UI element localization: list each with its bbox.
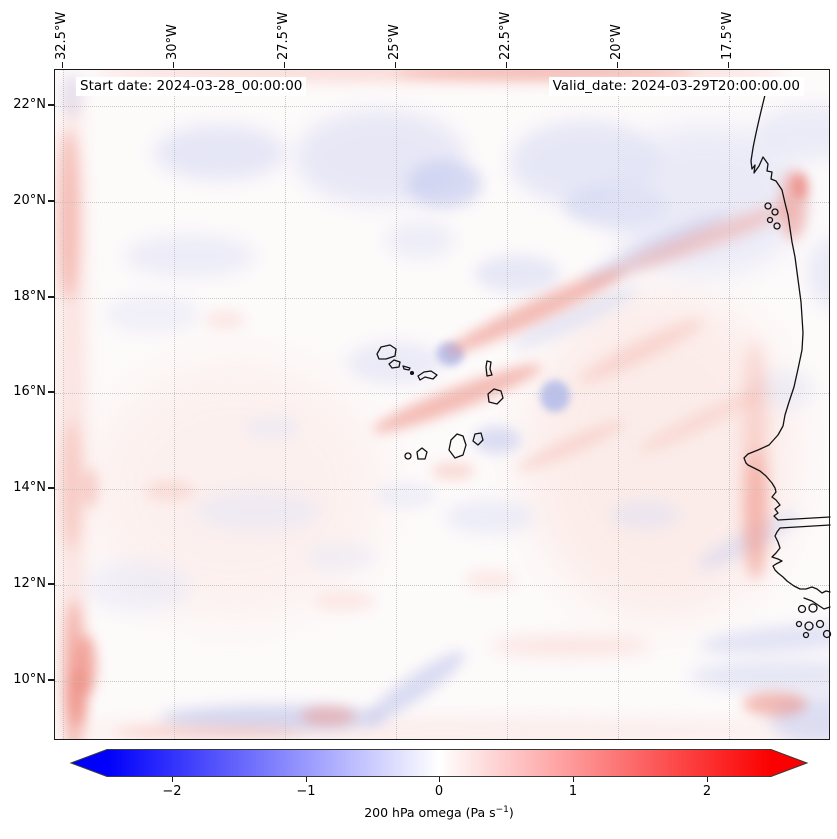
field-blob: [431, 462, 475, 480]
field-blob: [610, 500, 680, 530]
gridline-horizontal: [55, 106, 829, 107]
y-tick-label: 22°N: [13, 97, 46, 112]
banc-darguin-islets: [764, 202, 781, 230]
gridline-vertical: [285, 70, 286, 739]
colorbar-tick-mark: [305, 777, 307, 782]
y-tick-label: 16°N: [13, 384, 46, 399]
gridline-vertical: [729, 70, 730, 739]
colorbar-tick-mark: [706, 777, 708, 782]
field-blob: [155, 125, 285, 180]
field-blob: [75, 635, 97, 695]
field-blob: [445, 500, 535, 534]
colorbar-tick-mark: [171, 777, 173, 782]
field-blob: [205, 310, 245, 330]
field-blob: [245, 415, 300, 440]
x-tick-mark: [505, 62, 507, 68]
field-blob: [745, 450, 767, 580]
field-blob: [63, 600, 85, 739]
field-blob: [792, 173, 808, 199]
colorbar-label-suffix: ): [508, 805, 514, 821]
field-blob: [105, 295, 200, 333]
gridline-vertical: [174, 70, 175, 739]
x-tick-mark: [283, 62, 285, 68]
colorbar-tick-label: 0: [434, 784, 444, 799]
field-blob: [743, 340, 767, 580]
y-tick-label: 18°N: [13, 289, 46, 304]
field-blob: [743, 692, 807, 716]
colorbar: −2 −1 0 1 2 200 hPa omega (Pa s−1): [0, 739, 837, 839]
y-tick-mark: [48, 583, 54, 585]
x-tick-mark: [172, 62, 174, 68]
field-blob: [407, 160, 482, 208]
colorbar-tick-mark: [438, 777, 440, 782]
field-blob: [85, 560, 190, 612]
y-tick-label: 10°N: [13, 672, 46, 687]
field-blob: [145, 480, 195, 502]
colorbar-tick-label: −1: [296, 784, 316, 799]
gridline-horizontal: [55, 393, 829, 394]
y-tick-mark: [48, 104, 54, 106]
gridline-horizontal: [55, 202, 829, 203]
map-plot-area: [54, 69, 830, 740]
field-blob: [807, 235, 829, 310]
field-blob: [115, 725, 305, 739]
y-tick-label: 14°N: [13, 480, 46, 495]
y-tick-label: 20°N: [13, 193, 46, 208]
field-blob: [85, 360, 385, 620]
x-tick-mark: [61, 62, 63, 68]
field-blob: [61, 420, 81, 550]
colorbar-tick-label: 2: [702, 784, 712, 799]
field-blob: [57, 130, 79, 300]
field-blob: [525, 290, 795, 620]
y-tick-label: 12°N: [13, 576, 46, 591]
field-blob: [475, 255, 560, 293]
field-blob: [473, 426, 521, 454]
field-blob: [375, 482, 437, 509]
colorbar-label: 200 hPa omega (Pa s−1): [364, 805, 514, 820]
gridline-horizontal: [55, 489, 829, 490]
y-tick-mark: [48, 679, 54, 681]
field-blob: [160, 705, 385, 731]
field-blob: [755, 370, 815, 410]
colorbar-tick-mark: [572, 777, 574, 782]
y-tick-mark: [48, 391, 54, 393]
x-tick-mark: [616, 62, 618, 68]
y-tick-mark: [48, 296, 54, 298]
bijagos-islands: [795, 603, 832, 639]
gridline-vertical: [507, 70, 508, 739]
field-blob: [305, 542, 377, 572]
coastline-gambia-south: [771, 524, 831, 594]
x-tick-mark: [394, 62, 396, 68]
y-tick-mark: [48, 487, 54, 489]
field-blob: [301, 706, 355, 726]
gridline-vertical: [618, 70, 619, 739]
gridline-vertical: [396, 70, 397, 739]
colorbar-tick-label: 1: [568, 784, 578, 799]
field-blob: [81, 468, 99, 508]
field-blob: [195, 490, 320, 532]
valid-date-annotation: Valid_date: 2024-03-29T20:00:00.00: [548, 77, 804, 96]
field-blob: [540, 380, 570, 412]
gridline-horizontal: [55, 681, 829, 682]
start-date-annotation: Start date: 2024-03-28_00:00:00: [76, 77, 307, 96]
colorbar-tick-label: −2: [162, 784, 182, 799]
field-blob: [395, 70, 695, 80]
coastline-casamance: [803, 597, 831, 610]
field-blob: [125, 235, 255, 277]
x-tick-mark: [727, 62, 729, 68]
y-tick-mark: [48, 200, 54, 202]
coastline-africa: [743, 94, 831, 521]
gridline-horizontal: [55, 585, 829, 586]
field-blob: [491, 636, 651, 656]
cape-verde-islands: [376, 344, 504, 460]
gridline-horizontal: [55, 298, 829, 299]
field-blob: [315, 590, 375, 612]
colorbar-label-sup: −1: [495, 805, 509, 815]
colorbar-label-prefix: 200 hPa omega (Pa s: [364, 805, 496, 821]
gridline-vertical: [63, 70, 64, 739]
colorbar-gradient: [69, 749, 809, 777]
